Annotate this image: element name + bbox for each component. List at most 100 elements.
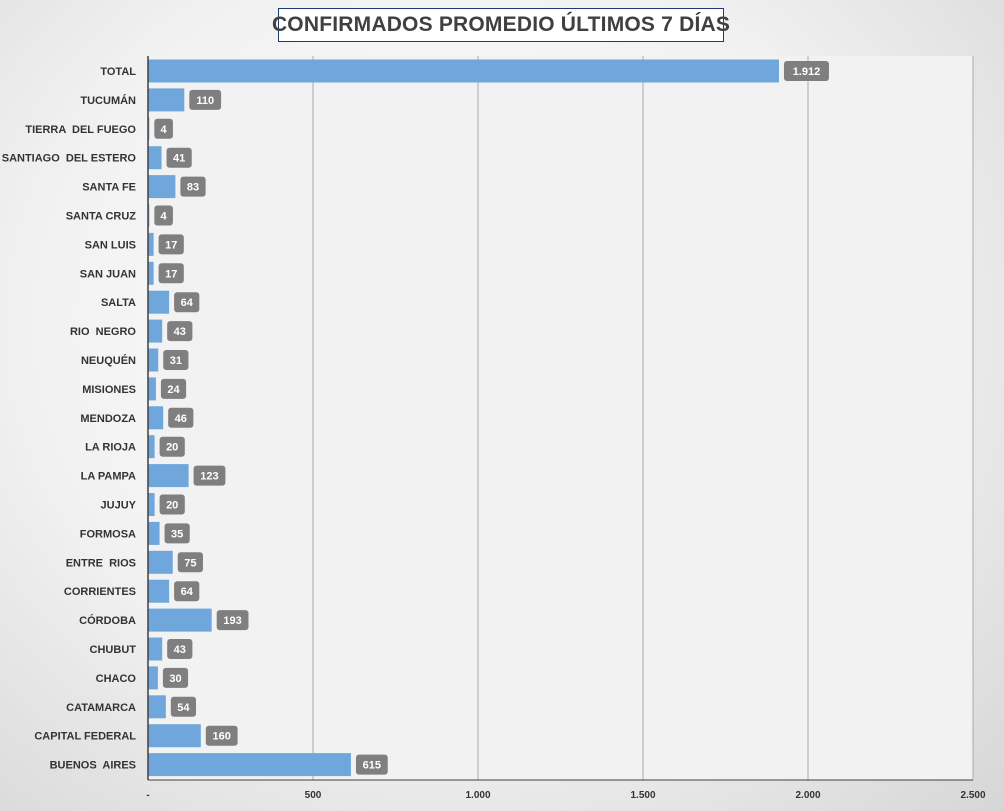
x-tick-label: 1.000 (465, 790, 490, 801)
value-label-box (164, 523, 190, 544)
category-label: TUCUMÁN (80, 94, 136, 107)
value-label: 24 (167, 384, 180, 396)
value-label-box (168, 407, 194, 428)
bar (148, 666, 158, 690)
value-label: 54 (177, 702, 190, 714)
value-label-box (167, 321, 193, 342)
value-label-box (355, 754, 388, 775)
category-label: RIO NEGRO (70, 326, 136, 338)
bar (148, 88, 185, 112)
bar (148, 146, 162, 170)
bar (148, 348, 159, 372)
value-label-box (174, 581, 200, 602)
value-label-box (159, 494, 185, 515)
category-label: CHUBUT (90, 644, 137, 656)
category-label: MISIONES (82, 384, 136, 396)
category-label: TOTAL (100, 66, 136, 78)
plot-area (148, 56, 973, 780)
value-label: 46 (175, 413, 187, 425)
value-label: 30 (169, 673, 181, 685)
value-label-box (163, 350, 189, 370)
value-label: 31 (170, 355, 182, 367)
value-label: 17 (165, 239, 177, 251)
chart-title: CONFIRMADOS PROMEDIO ÚLTIMOS 7 DÍAS (271, 13, 731, 36)
bar (148, 59, 779, 83)
bar (148, 290, 170, 314)
value-label-box (158, 263, 184, 284)
category-label: SANTA CRUZ (66, 211, 137, 223)
category-label: SALTA (101, 297, 136, 309)
value-label: 1.912 (793, 66, 821, 78)
bar (148, 406, 164, 430)
bar (148, 550, 173, 574)
value-label: 64 (181, 297, 194, 309)
value-label: 75 (184, 557, 196, 569)
value-label: 20 (166, 442, 178, 454)
value-label: 35 (171, 528, 183, 540)
value-label-box (177, 552, 203, 573)
value-label-box (216, 610, 249, 631)
value-label-box (170, 696, 197, 717)
grid-lines (312, 56, 974, 780)
category-label: CATAMARCA (66, 702, 136, 714)
x-tick-label: 2.000 (795, 790, 820, 801)
x-tick-label: 1.500 (630, 790, 655, 801)
category-label: SAN JUAN (80, 268, 136, 280)
value-label: 123 (200, 471, 218, 483)
value-label-box (205, 725, 238, 746)
category-label: SANTA FE (82, 182, 136, 194)
category-label: FORMOSA (80, 528, 136, 540)
value-label: 43 (174, 326, 186, 338)
value-label-box (180, 176, 206, 197)
value-label: 160 (213, 731, 231, 743)
bar (148, 724, 201, 748)
category-label: NEUQUÉN (81, 354, 136, 367)
bar (148, 608, 212, 632)
value-label-box (154, 118, 173, 139)
value-label-box (154, 205, 173, 226)
value-label-box (166, 147, 192, 168)
category-label: BUENOS AIRES (50, 760, 136, 772)
value-label: 64 (181, 586, 194, 598)
bar (148, 637, 163, 661)
bar (148, 435, 155, 459)
category-label: CHACO (96, 673, 137, 685)
chart-title-box: CONFIRMADOS PROMEDIO ÚLTIMOS 7 DÍAS (272, 8, 730, 42)
category-label: SANTIAGO DEL ESTERO (2, 153, 137, 165)
category-label: SAN LUIS (85, 239, 136, 251)
category-label: LA RIOJA (85, 442, 136, 454)
value-label: 41 (173, 153, 185, 165)
category-label: CÓRDOBA (79, 614, 136, 627)
value-label-box (159, 436, 185, 457)
category-label: CAPITAL FEDERAL (34, 731, 136, 743)
bar (148, 493, 155, 516)
bar (148, 521, 160, 545)
value-label: 193 (223, 615, 241, 627)
value-label: 4 (161, 124, 168, 136)
category-label: TIERRA DEL FUEGO (25, 124, 136, 136)
bar (148, 579, 170, 603)
x-tick-label: 2.500 (960, 790, 985, 801)
value-label-box (783, 61, 829, 81)
bar (148, 175, 176, 199)
axes (147, 56, 973, 781)
value-label-box (193, 465, 226, 486)
category-label: ENTRE RIOS (66, 557, 136, 569)
bar (148, 319, 163, 343)
value-label: 83 (187, 182, 199, 194)
value-label-box (160, 378, 187, 399)
value-label: 4 (161, 211, 168, 223)
value-label-box (174, 292, 200, 313)
value-label-box (189, 89, 222, 110)
value-label: 615 (363, 760, 381, 772)
x-tick-label: 500 (305, 790, 322, 801)
bar (148, 753, 351, 777)
bar (148, 695, 166, 719)
category-label: CORRIENTES (64, 586, 136, 598)
bars (148, 59, 779, 777)
value-label-box (158, 234, 184, 255)
x-tick-label: - (146, 790, 149, 801)
category-label: JUJUY (101, 500, 137, 512)
category-label: MENDOZA (80, 413, 136, 425)
